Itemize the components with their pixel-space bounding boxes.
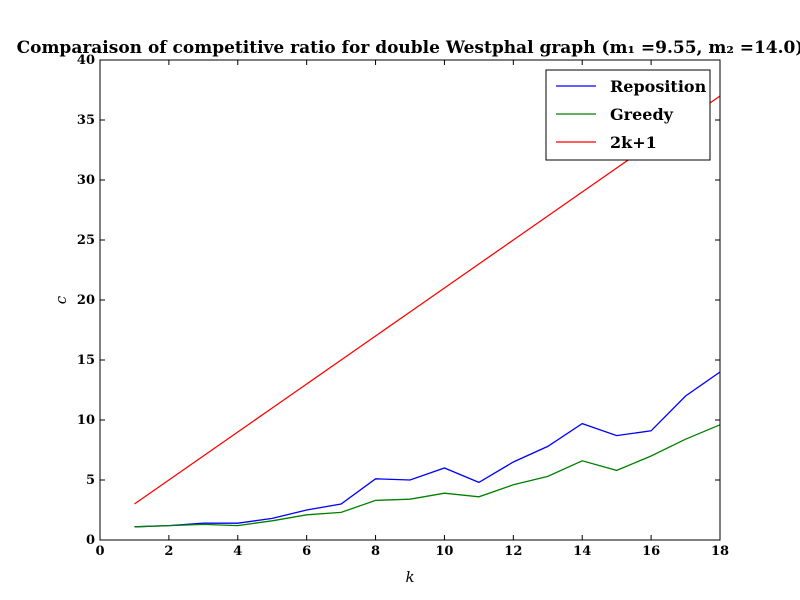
legend: Reposition Greedy 2k+1	[545, 69, 711, 161]
y-tick-label: 40	[77, 53, 95, 68]
series-line-greedy	[134, 424, 721, 528]
plot-frame	[99, 59, 721, 541]
legend-label-2k-1: 2k+1	[610, 133, 657, 152]
y-tick-label: 5	[86, 473, 95, 488]
tick-layer: 0 2 4 6 8 10 12 14 16 18 0 5 10 15 20 25 30 35 40	[77, 53, 729, 559]
x-tick-label: 2	[164, 544, 173, 559]
y-tick-label: 30	[77, 173, 95, 188]
y-tick-label: 0	[86, 533, 95, 548]
y-tick-label: 35	[77, 113, 95, 128]
series-line-reposition	[134, 371, 721, 528]
x-tick-label: 14	[573, 544, 591, 559]
x-tick-label: 18	[711, 544, 729, 559]
legend-label-reposition: Reposition	[610, 77, 707, 96]
x-tick-label: 4	[233, 544, 242, 559]
x-tick-label: 12	[504, 544, 522, 559]
y-tick-label: 25	[77, 233, 95, 248]
x-tick-label: 6	[302, 544, 311, 559]
x-axis-label: k	[405, 568, 414, 586]
series-layer	[134, 95, 721, 528]
y-axis-label: c	[52, 295, 70, 304]
y-tick-label: 15	[77, 353, 95, 368]
y-tick-label: 20	[77, 293, 95, 308]
x-tick-label: 0	[95, 544, 104, 559]
x-tick-label: 8	[371, 544, 380, 559]
chart-title: Comparaison of competitive ratio for dou…	[17, 38, 800, 58]
x-tick-label: 10	[435, 544, 453, 559]
legend-box	[545, 69, 711, 161]
x-tick-label: 16	[642, 544, 660, 559]
series-line-2k-1	[134, 95, 721, 505]
legend-label-greedy: Greedy	[610, 105, 674, 124]
y-tick-label: 10	[77, 413, 95, 428]
